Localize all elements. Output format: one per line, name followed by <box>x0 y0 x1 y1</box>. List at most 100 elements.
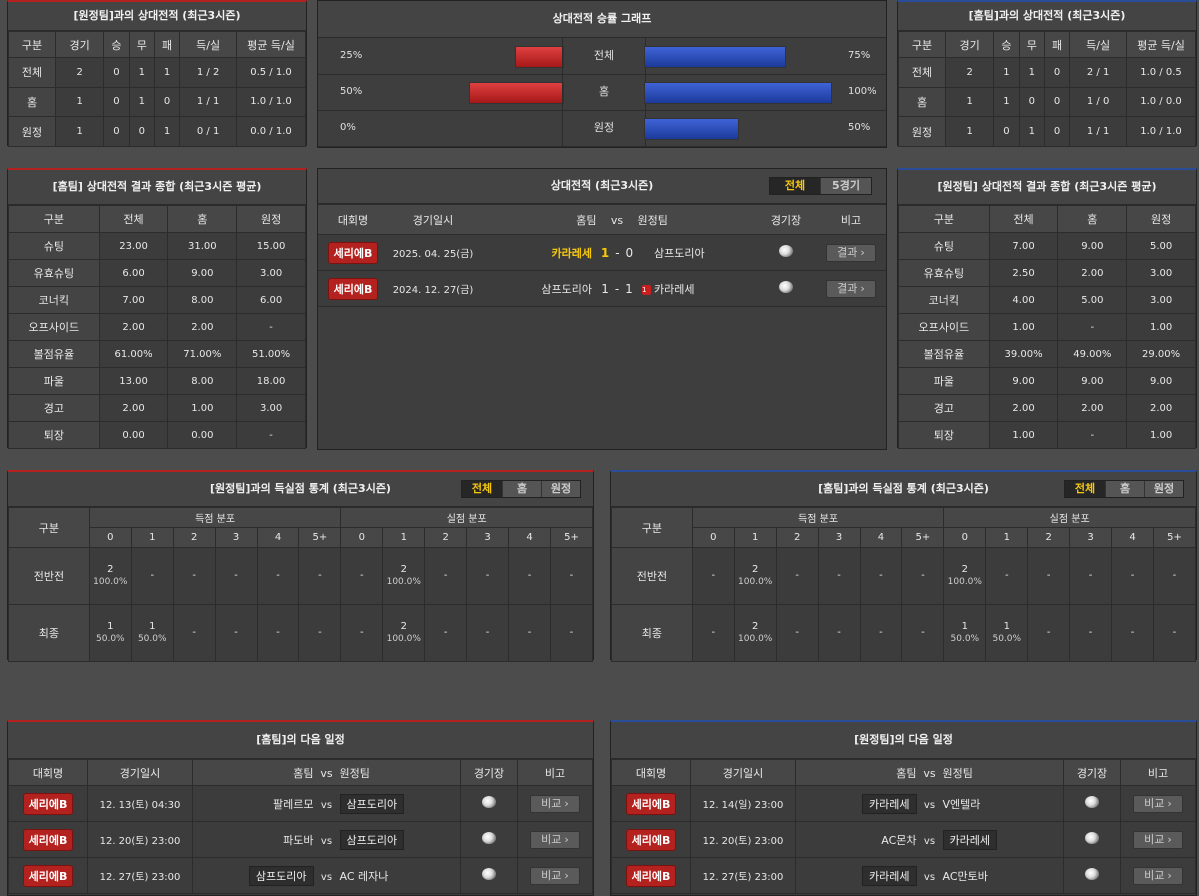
away-team-wrap: V엔텔라 <box>943 796 1047 812</box>
cell: 1 <box>1018 57 1045 88</box>
home-team[interactable]: 삼프도리아 <box>248 865 314 886</box>
table-row: 세리에B 12. 27(토) 23:00 카라레세 vs AC만토바 비교 › <box>611 857 1196 894</box>
home-team-wrap: 카라레세 <box>813 793 917 814</box>
tab-away[interactable]: 원정 <box>541 481 580 497</box>
table-row: 전반전 2 100.0% - - - - - - 2 100.0% - - - - <box>8 547 594 605</box>
tab-all[interactable]: 전체 <box>462 481 502 497</box>
away-team[interactable]: AC만토바 <box>942 869 988 883</box>
home-team[interactable]: 카라레세 <box>551 246 592 260</box>
note-cell: 비교 › <box>517 821 593 858</box>
right-percent: 50% <box>848 122 871 133</box>
compare-button[interactable]: 비교 › <box>1133 830 1183 849</box>
away-team-wrap: 삼프도리아 <box>339 829 444 850</box>
tab-last-5[interactable]: 5경기 <box>820 178 871 194</box>
league-badge[interactable]: 세리에B <box>22 828 74 851</box>
dist-count: - <box>1172 627 1177 638</box>
dist-cell: 1 50.0% <box>943 604 987 662</box>
stadium-icon[interactable] <box>482 796 496 808</box>
away-summary-title: [원정팀] 상대전적 결과 종합 (최근3시즌 평균) <box>898 170 1196 205</box>
score-dash: - <box>614 281 620 296</box>
league-badge[interactable]: 세리에B <box>22 864 74 887</box>
cell: 8.00 <box>167 286 238 314</box>
home-team[interactable]: 카라레세 <box>862 793 917 814</box>
league-badge[interactable]: 세리에B <box>625 828 677 851</box>
away-team[interactable]: AC 레자나 <box>339 869 389 883</box>
stadium-icon[interactable] <box>1085 868 1099 880</box>
col-header: 무 <box>128 31 155 58</box>
league-badge[interactable]: 세리에B <box>625 864 677 887</box>
group-header-against: 실점 분포 <box>943 507 1196 528</box>
result-button[interactable]: 결과 › <box>826 279 876 298</box>
home-team[interactable]: 카라레세 <box>862 865 917 886</box>
goals-home-title-text: [홈팀]과의 득실점 통계 (최근3시즌) <box>818 482 989 495</box>
table-row: 볼점유율 61.00% 71.00% 51.00% <box>8 340 306 368</box>
result-button[interactable]: 결과 › <box>826 243 876 262</box>
compare-button[interactable]: 비교 › <box>1133 866 1183 885</box>
stadium-icon[interactable] <box>482 832 496 844</box>
tab-home[interactable]: 홈 <box>1105 481 1144 497</box>
col-header-venue: 경기장 <box>756 204 816 235</box>
dist-count: - <box>485 570 490 581</box>
tab-away[interactable]: 원정 <box>1144 481 1183 497</box>
away-team[interactable]: 카라레세 <box>942 829 997 850</box>
row-label: 전체 <box>898 57 946 88</box>
row-label: 슈팅 <box>898 232 990 260</box>
stadium-icon[interactable] <box>1085 832 1099 844</box>
dist-count: - <box>276 570 280 581</box>
dist-cell: - <box>859 547 903 605</box>
tab-all[interactable]: 전체 <box>770 178 820 194</box>
league-badge[interactable]: 세리에B <box>327 277 379 300</box>
dist-percent: 100.0% <box>738 634 773 644</box>
home-team[interactable]: AC몬차 <box>881 833 917 847</box>
cell: 0 <box>1043 86 1071 118</box>
compare-button[interactable]: 비교 › <box>530 830 580 849</box>
row-label: 볼점유율 <box>898 340 990 368</box>
dist-count: - <box>234 627 238 638</box>
table-row: 전체 2 1 1 0 2 / 1 1.0 / 0.5 <box>898 57 1196 88</box>
col-header: 원정 <box>1126 205 1196 233</box>
cell: 4.00 <box>988 286 1059 314</box>
stadium-icon[interactable] <box>779 281 793 293</box>
dist-count: - <box>837 627 841 638</box>
result-button-label: 결과 <box>837 281 858 295</box>
dist-count: - <box>795 570 799 581</box>
dist-count: 2 <box>400 621 407 632</box>
compare-button-label: 비교 <box>541 868 562 882</box>
row-label: 전반전 <box>611 547 693 605</box>
away-team-wrap: 카라레세 <box>942 829 1047 850</box>
compare-button[interactable]: 비교 › <box>530 866 580 885</box>
stadium-icon[interactable] <box>779 245 793 257</box>
row-label: 퇴장 <box>8 421 100 449</box>
dist-count: - <box>1130 627 1135 638</box>
col-header: 구분 <box>8 205 100 233</box>
away-team[interactable]: 카라레세 <box>654 282 695 296</box>
tab-home[interactable]: 홈 <box>502 481 541 497</box>
league-badge[interactable]: 세리에B <box>22 792 74 815</box>
bucket-header: 5+ <box>901 527 945 548</box>
col-header-venue: 경기장 <box>460 759 518 786</box>
away-team[interactable]: 삼프도리아 <box>339 829 405 850</box>
dist-count: - <box>276 627 280 638</box>
away-team[interactable]: V엔텔라 <box>942 797 981 811</box>
graph-row-label: 원정 <box>562 110 646 146</box>
table-row: 유효슈팅 6.00 9.00 3.00 <box>8 259 306 287</box>
compare-button[interactable]: 비교 › <box>530 794 580 813</box>
note-cell: 비교 › <box>517 785 593 822</box>
table-row: 퇴장 0.00 0.00- <box>8 421 306 449</box>
away-team[interactable]: 삼프도리아 <box>339 793 405 814</box>
away-team[interactable]: 삼프도리아 <box>654 246 705 260</box>
home-team[interactable]: 팔레르모 <box>273 797 314 811</box>
dist-cell: - <box>775 547 819 605</box>
cell: 1 <box>128 57 155 88</box>
home-team[interactable]: 삼프도리아 <box>541 282 592 296</box>
home-team[interactable]: 파도바 <box>283 833 314 847</box>
cell: 0 <box>993 116 1020 147</box>
league-badge[interactable]: 세리에B <box>625 792 677 815</box>
stadium-icon[interactable] <box>1085 796 1099 808</box>
stadium-icon[interactable] <box>482 868 496 880</box>
bucket-header: 4 <box>859 527 903 548</box>
tab-all[interactable]: 전체 <box>1065 481 1105 497</box>
dist-cell: - <box>1152 547 1197 605</box>
compare-button[interactable]: 비교 › <box>1133 794 1183 813</box>
league-badge[interactable]: 세리에B <box>327 241 379 264</box>
